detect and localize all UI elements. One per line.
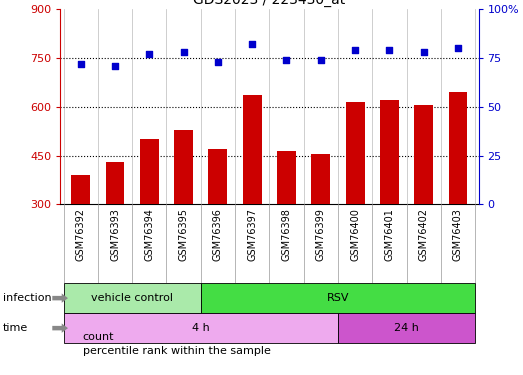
Bar <box>106 162 124 204</box>
Point <box>111 63 119 69</box>
Text: GSM76392: GSM76392 <box>76 209 86 261</box>
Bar <box>449 92 468 204</box>
Bar <box>380 100 399 204</box>
Bar <box>65 38 78 169</box>
Text: time: time <box>3 323 28 333</box>
Bar <box>346 102 365 204</box>
Text: GSM76393: GSM76393 <box>110 209 120 261</box>
Point <box>282 57 291 63</box>
Bar <box>174 130 193 204</box>
Text: percentile rank within the sample: percentile rank within the sample <box>83 346 270 356</box>
Bar <box>64 283 201 313</box>
Bar <box>65 206 78 338</box>
Point <box>76 61 85 67</box>
Text: count: count <box>83 332 114 342</box>
Point <box>385 47 394 53</box>
Bar <box>71 175 90 204</box>
Text: GSM76396: GSM76396 <box>213 209 223 261</box>
Bar <box>277 151 296 204</box>
Bar <box>243 96 262 204</box>
Text: vehicle control: vehicle control <box>91 293 173 303</box>
Bar <box>140 140 159 204</box>
Text: GSM76394: GSM76394 <box>144 209 154 261</box>
Text: GSM76403: GSM76403 <box>453 209 463 261</box>
Point <box>145 51 153 57</box>
Text: 4 h: 4 h <box>192 323 210 333</box>
Text: GSM76395: GSM76395 <box>179 209 189 261</box>
Point <box>351 47 359 53</box>
Bar <box>209 149 228 204</box>
Point <box>179 49 188 55</box>
Text: infection: infection <box>3 293 51 303</box>
Bar <box>338 313 475 343</box>
Text: GSM76398: GSM76398 <box>281 209 291 261</box>
Bar <box>64 313 338 343</box>
Text: GSM76399: GSM76399 <box>316 209 326 261</box>
Bar <box>414 105 433 204</box>
Bar <box>201 283 475 313</box>
Text: GSM76397: GSM76397 <box>247 209 257 261</box>
Point <box>316 57 325 63</box>
Point <box>419 49 428 55</box>
Point <box>214 59 222 65</box>
Text: RSV: RSV <box>327 293 349 303</box>
Text: GSM76401: GSM76401 <box>384 209 394 261</box>
Bar <box>311 154 330 204</box>
Text: GSM76402: GSM76402 <box>419 209 429 261</box>
Text: 24 h: 24 h <box>394 323 419 333</box>
Point <box>454 45 462 51</box>
Text: GSM76400: GSM76400 <box>350 209 360 261</box>
Point <box>248 42 256 48</box>
Title: GDS2023 / 223430_at: GDS2023 / 223430_at <box>193 0 346 7</box>
